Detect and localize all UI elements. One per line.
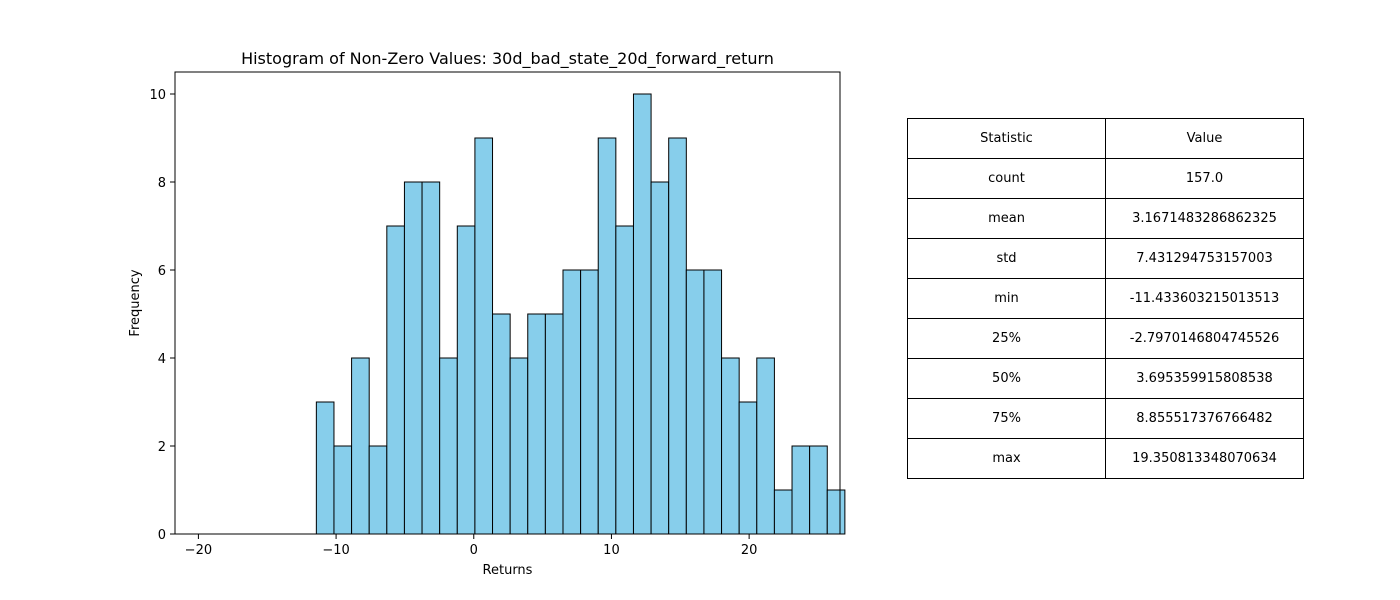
histogram-bar <box>351 357 370 535</box>
histogram-bars <box>315 93 846 535</box>
histogram-bar <box>809 445 828 535</box>
histogram-bar <box>439 357 458 535</box>
histogram-bar <box>315 401 335 535</box>
histogram-bar <box>544 313 564 535</box>
stat-name: std <box>907 238 1106 279</box>
x-axis-ticks: −20 −10 0 10 20 <box>185 534 758 558</box>
histogram-bar <box>580 269 599 535</box>
y-tick-label: 10 <box>149 88 166 103</box>
histogram-bar <box>826 489 846 535</box>
histogram-bar <box>703 269 723 535</box>
stat-value: 7.431294753157003 <box>1105 238 1304 279</box>
table-row: min -11.433603215013513 <box>907 278 1304 319</box>
histogram-bar <box>421 181 441 535</box>
x-tick-label: −20 <box>185 543 212 558</box>
histogram-bar <box>632 93 652 535</box>
stat-name: 75% <box>907 398 1106 439</box>
stat-value: 19.350813348070634 <box>1105 438 1304 479</box>
histogram-bar <box>756 357 775 535</box>
table-header-row: Statistic Value <box>907 118 1304 159</box>
y-tick-label: 0 <box>158 528 166 543</box>
stat-value: 8.855517376766482 <box>1105 398 1304 439</box>
histogram-bar <box>403 181 423 535</box>
histogram-bar <box>509 357 529 535</box>
histogram-bar <box>527 313 546 535</box>
stat-name: max <box>907 438 1106 479</box>
stat-value: -2.7970146804745526 <box>1105 318 1304 359</box>
chart-title: Histogram of Non-Zero Values: 30d_bad_st… <box>241 49 774 69</box>
x-axis-label: Returns <box>483 563 533 578</box>
table-row: 50% 3.695359915808538 <box>907 358 1304 399</box>
table-row: mean 3.1671483286862325 <box>907 198 1304 239</box>
histogram-bar <box>791 445 811 535</box>
stat-name: 50% <box>907 358 1106 399</box>
stat-value: 3.1671483286862325 <box>1105 198 1304 239</box>
table-row: 75% 8.855517376766482 <box>907 398 1304 439</box>
histogram-bar <box>368 445 388 535</box>
header-statistic: Statistic <box>907 118 1106 159</box>
histogram-bar <box>721 357 740 535</box>
histogram-bar <box>456 225 476 535</box>
table-row: 25% -2.7970146804745526 <box>907 318 1304 359</box>
histogram-bar <box>562 269 582 535</box>
stat-name: min <box>907 278 1106 319</box>
histogram-bar <box>668 137 687 535</box>
y-axis-ticks: 0 2 4 6 8 10 <box>149 88 175 543</box>
histogram-bar <box>386 225 405 535</box>
histogram-bar <box>333 445 353 535</box>
stat-value: 157.0 <box>1105 158 1304 199</box>
histogram-bar <box>597 137 617 535</box>
header-value: Value <box>1105 118 1304 159</box>
x-tick-label: 20 <box>741 543 758 558</box>
y-tick-label: 2 <box>158 440 166 455</box>
histogram-bar <box>474 137 494 535</box>
histogram-bar <box>738 401 758 535</box>
x-tick-label: 10 <box>603 543 620 558</box>
y-tick-label: 8 <box>158 176 166 191</box>
y-axis-label: Frequency <box>128 269 143 336</box>
histogram-bar <box>685 269 705 535</box>
statistics-table: Statistic Value count 157.0 mean 3.1671483… <box>907 118 1304 479</box>
x-tick-label: −10 <box>322 543 349 558</box>
histogram-bar <box>492 313 511 535</box>
stat-value: 3.695359915808538 <box>1105 358 1304 399</box>
histogram-bar <box>773 489 793 535</box>
y-tick-label: 6 <box>158 264 166 279</box>
table-row: std 7.431294753157003 <box>907 238 1304 279</box>
table-row: count 157.0 <box>907 158 1304 199</box>
histogram-bar <box>650 181 670 535</box>
stat-name: count <box>907 158 1106 199</box>
y-tick-label: 4 <box>158 352 166 367</box>
stat-name: mean <box>907 198 1106 239</box>
x-tick-label: 0 <box>470 543 478 558</box>
plot-frame <box>174 71 841 535</box>
stat-name: 25% <box>907 318 1106 359</box>
histogram-bar <box>615 225 634 535</box>
stat-value: -11.433603215013513 <box>1105 278 1304 319</box>
table-row: max 19.350813348070634 <box>907 438 1304 479</box>
